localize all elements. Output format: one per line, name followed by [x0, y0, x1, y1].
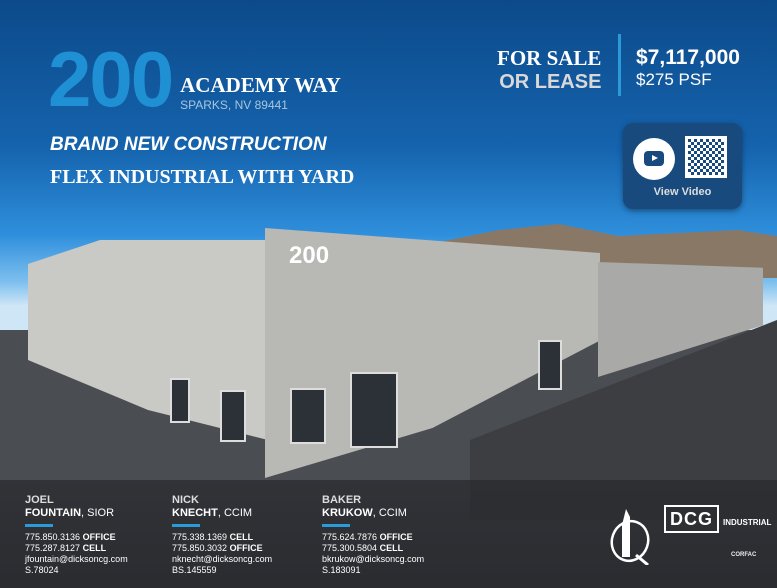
phone-type: CELL [82, 543, 107, 553]
agent-card: NICK KNECHT, CCIM 775.338.1369 CELL 775.… [172, 494, 272, 576]
qr-code-icon [685, 136, 727, 178]
dcg-industrial-logo: DCG INDUSTRIAL [664, 505, 772, 533]
accent-rule [322, 524, 350, 527]
agent-license: S.183091 [322, 565, 361, 575]
agent-email[interactable]: jfountain@dicksoncg.com [25, 554, 128, 564]
offer-type: FOR SALE OR LEASE [497, 46, 601, 94]
phone-type: OFFICE [229, 543, 263, 553]
price-psf: $275 PSF [636, 70, 712, 89]
entry-door [350, 372, 398, 448]
agent-email[interactable]: nknecht@dicksoncg.com [172, 554, 273, 564]
building-number: 200 [289, 242, 330, 269]
headline-construction: BRAND NEW CONSTRUCTION [50, 134, 327, 155]
agent-license: BS.145559 [172, 565, 217, 575]
agent-last-name: KRUKOW [322, 507, 373, 519]
agent-phone[interactable]: 775.850.3032 [172, 543, 228, 553]
phone-type: OFFICE [379, 532, 413, 542]
property-number: 200 [48, 35, 174, 123]
agent-card: BAKER KRUKOW, CCIM 775.624.7876 OFFICE 7… [322, 494, 424, 576]
phone-type: CELL [379, 543, 404, 553]
agent-title: , CCIM [372, 507, 407, 519]
agent-card: JOEL FOUNTAIN, SIOR 775.850.3136 OFFICE … [25, 494, 128, 576]
accent-rule [25, 524, 53, 527]
window [290, 388, 326, 444]
agent-phone[interactable]: 775.850.3136 [25, 532, 81, 542]
agent-first-name: NICK [172, 494, 199, 506]
view-video-button[interactable]: View Video [623, 123, 742, 209]
youtube-icon [633, 138, 675, 180]
entry-door [538, 340, 562, 390]
accent-rule [172, 524, 200, 527]
window [170, 378, 190, 423]
or-lease-label: OR LEASE [499, 71, 602, 93]
price-block: $7,117,000 $275 PSF [636, 46, 740, 90]
city-state-zip: SPARKS, NV 89441 [180, 98, 288, 112]
agent-last-name: FOUNTAIN [25, 507, 82, 519]
agent-phone[interactable]: 775.300.5804 [322, 543, 378, 553]
corfac-logo: CORFAC [731, 552, 757, 558]
agent-last-name: KNECHT [172, 507, 218, 519]
agent-license: S.78024 [25, 565, 59, 575]
price: $7,117,000 [636, 46, 740, 69]
divider [618, 34, 621, 96]
street-address: ACADEMY WAY [180, 73, 341, 97]
window [220, 390, 246, 442]
tower-q-logo-icon [610, 509, 650, 565]
view-video-label: View Video [653, 186, 712, 198]
agent-phone[interactable]: 775.338.1369 [172, 532, 228, 542]
agent-title: , CCIM [217, 507, 253, 519]
phone-type: OFFICE [82, 532, 116, 542]
dcg-mark: DCG [664, 505, 719, 533]
agent-phone[interactable]: 775.624.7876 [322, 532, 378, 542]
agent-email[interactable]: bkrukow@dicksoncg.com [322, 554, 425, 564]
agent-phone[interactable]: 775.287.8127 [25, 543, 81, 553]
property-title: 200 ACADEMY WAY SPARKS, NV 89441 [48, 40, 341, 118]
agent-first-name: JOEL [25, 494, 54, 506]
agent-title: , SIOR [81, 507, 115, 519]
for-sale-label: FOR SALE [497, 46, 602, 70]
phone-type: CELL [229, 532, 254, 542]
headline-type: FLEX INDUSTRIAL WITH YARD [50, 166, 355, 188]
agent-first-name: BAKER [322, 494, 362, 506]
dcg-sub: INDUSTRIAL [723, 518, 772, 527]
